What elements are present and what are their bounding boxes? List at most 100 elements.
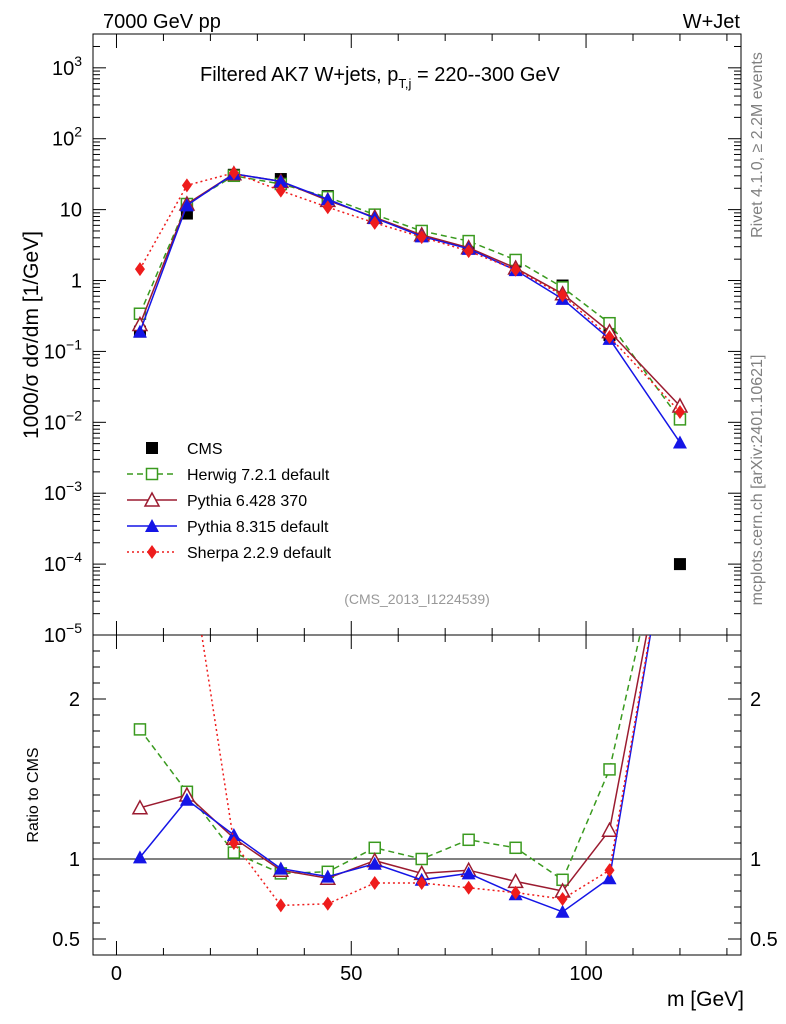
series-line-pythia-6-428-370 <box>139 173 681 407</box>
legend-marker <box>146 442 158 454</box>
ratio-point-herwig-7-2-1-default <box>462 833 475 847</box>
point-sherpa-2-2-9-default <box>510 262 521 277</box>
ratio-point-sherpa-2-2-9-default <box>228 836 239 850</box>
point-sherpa-2-2-9-default <box>416 230 427 245</box>
ratio-line-pythia-6-428-370 <box>139 635 648 892</box>
point-sherpa-2-2-9-default <box>557 288 568 303</box>
ratio-point-pythia-8-315-default <box>226 828 241 841</box>
point-pythia-8-315-default <box>672 435 687 449</box>
ratio-point-sherpa-2-2-9-default <box>416 876 427 890</box>
y-tick-label: 10−1 <box>44 336 82 363</box>
point-pythia-8-315-default <box>320 192 335 206</box>
ratio-point-pythia-8-315-default <box>273 861 288 875</box>
point-sherpa-2-2-9-default <box>134 262 145 277</box>
mcplots-reference-label: mcplots.cern.ch [arXiv:2401.10621] <box>749 355 766 606</box>
y-axis-label-bottom: Ratio to CMS <box>25 747 42 842</box>
y-tick-label: 102 <box>52 124 82 151</box>
legend-marker <box>147 545 157 559</box>
y-tick-base: 10 <box>44 412 66 434</box>
point-sherpa-2-2-9-default <box>674 404 685 419</box>
point-cms <box>673 558 686 571</box>
y-tick-base: 10 <box>44 625 66 647</box>
plot-title: Filtered AK7 W+jets, pT,j = 220--300 GeV <box>200 64 561 91</box>
y-tick-label: 10−2 <box>44 407 82 434</box>
ratio-point-sherpa-2-2-9-default <box>369 876 380 890</box>
series-line-herwig-7-2-1-default <box>139 175 681 420</box>
ratio-point-herwig-7-2-1-default <box>603 763 616 776</box>
ratio-line-herwig-7-2-1-default <box>139 635 641 881</box>
legend: CMS Herwig 7.2.1 default Pythia 6.428 370 P… <box>127 441 332 562</box>
y-tick-label: 10 <box>60 200 82 222</box>
series-line-sherpa-2-2-9-default <box>139 172 681 413</box>
ratio-tick-label-left: 1 <box>69 849 80 871</box>
ratio-point-pythia-8-315-default <box>367 856 382 870</box>
ratio-point-herwig-7-2-1-default <box>368 841 381 855</box>
ratio-point-pythia-6-428-370 <box>131 799 149 815</box>
series-line-pythia-8-315-default <box>139 173 681 443</box>
y-tick-exponent: −5 <box>66 620 82 636</box>
rivet-version-label: Rivet 4.1.0, ≥ 2.2M events <box>749 52 766 238</box>
y-tick-base: 10 <box>44 554 66 576</box>
point-sherpa-2-2-9-default <box>275 183 286 198</box>
y-tick-label: 10−5 <box>44 620 82 647</box>
x-axis-label: m [GeV] <box>667 988 744 1011</box>
ratio-tick-label-right: 2 <box>750 689 761 711</box>
ratio-point-herwig-7-2-1-default <box>415 852 428 866</box>
y-tick-exponent: −2 <box>66 407 82 423</box>
top-series-group <box>131 165 689 571</box>
x-tick-label: 50 <box>340 963 362 985</box>
y-tick-base: 1 <box>71 271 82 293</box>
y-tick-exponent: −3 <box>66 478 82 494</box>
legend-marker <box>145 467 159 481</box>
x-tick-label: 100 <box>569 963 602 985</box>
header-left-label: 7000 GeV pp <box>103 11 221 33</box>
x-tick-label: 0 <box>111 963 122 985</box>
point-sherpa-2-2-9-default <box>604 329 615 344</box>
ratio-point-herwig-7-2-1-default <box>509 841 522 855</box>
point-sherpa-2-2-9-default <box>181 178 192 193</box>
y-axis-label-top: 1000/σ dσ/dm [1/GeV] <box>20 231 43 439</box>
y-tick-label: 103 <box>52 53 82 80</box>
ratio-point-pythia-8-315-default <box>132 850 147 864</box>
y-tick-base: 10 <box>52 129 74 151</box>
point-pythia-8-315-default <box>273 174 288 188</box>
y-tick-exponent: −1 <box>66 336 82 352</box>
y-tick-exponent: 2 <box>74 124 82 140</box>
y-tick-exponent: −4 <box>66 549 82 565</box>
ratio-tick-label-right: 1 <box>750 849 761 871</box>
y-tick-label: 10−3 <box>44 478 82 505</box>
ratio-point-pythia-8-315-default <box>179 792 194 806</box>
ratio-series-group <box>131 635 652 918</box>
point-sherpa-2-2-9-default <box>369 215 380 230</box>
point-pythia-8-315-default <box>132 324 147 338</box>
y-tick-base: 10 <box>44 341 66 363</box>
point-pythia-8-315-default <box>179 198 194 212</box>
point-sherpa-2-2-9-default <box>228 165 239 180</box>
plot-title-main: Filtered AK7 W+jets, p <box>200 64 398 86</box>
legend-label: Pythia 6.428 370 <box>187 493 307 510</box>
y-tick-exponent: 3 <box>74 53 82 69</box>
legend-marker <box>145 519 159 532</box>
y-tick-base: 10 <box>52 58 74 80</box>
bottom-axis-ticks: 2 1 0.5 2 1 0.5 <box>52 634 778 956</box>
ratio-point-sherpa-2-2-9-default <box>510 885 521 900</box>
plot-title-rest: = 220--300 GeV <box>411 64 560 86</box>
legend-item-herwig-7-2-1-default: Herwig 7.2.1 default <box>127 467 330 484</box>
legend-label: Pythia 8.315 default <box>187 519 329 536</box>
ratio-point-sherpa-2-2-9-default <box>557 892 568 906</box>
ratio-tick-label-right: 0.5 <box>750 929 778 951</box>
y-tick-base: 10 <box>60 200 82 222</box>
ratio-point-sherpa-2-2-9-default <box>275 898 286 913</box>
ratio-point-pythia-6-428-370 <box>601 821 618 837</box>
legend-marker <box>143 491 161 507</box>
legend-label: Sherpa 2.2.9 default <box>187 545 332 562</box>
legend-item-cms: CMS <box>146 441 223 458</box>
point-sherpa-2-2-9-default <box>463 244 474 259</box>
point-sherpa-2-2-9-default <box>322 200 333 215</box>
plot-title-sub: T,j <box>398 76 411 91</box>
ratio-point-pythia-8-315-default <box>602 871 617 885</box>
y-tick-label: 1 <box>71 271 82 293</box>
ratio-point-herwig-7-2-1-default <box>133 723 147 736</box>
